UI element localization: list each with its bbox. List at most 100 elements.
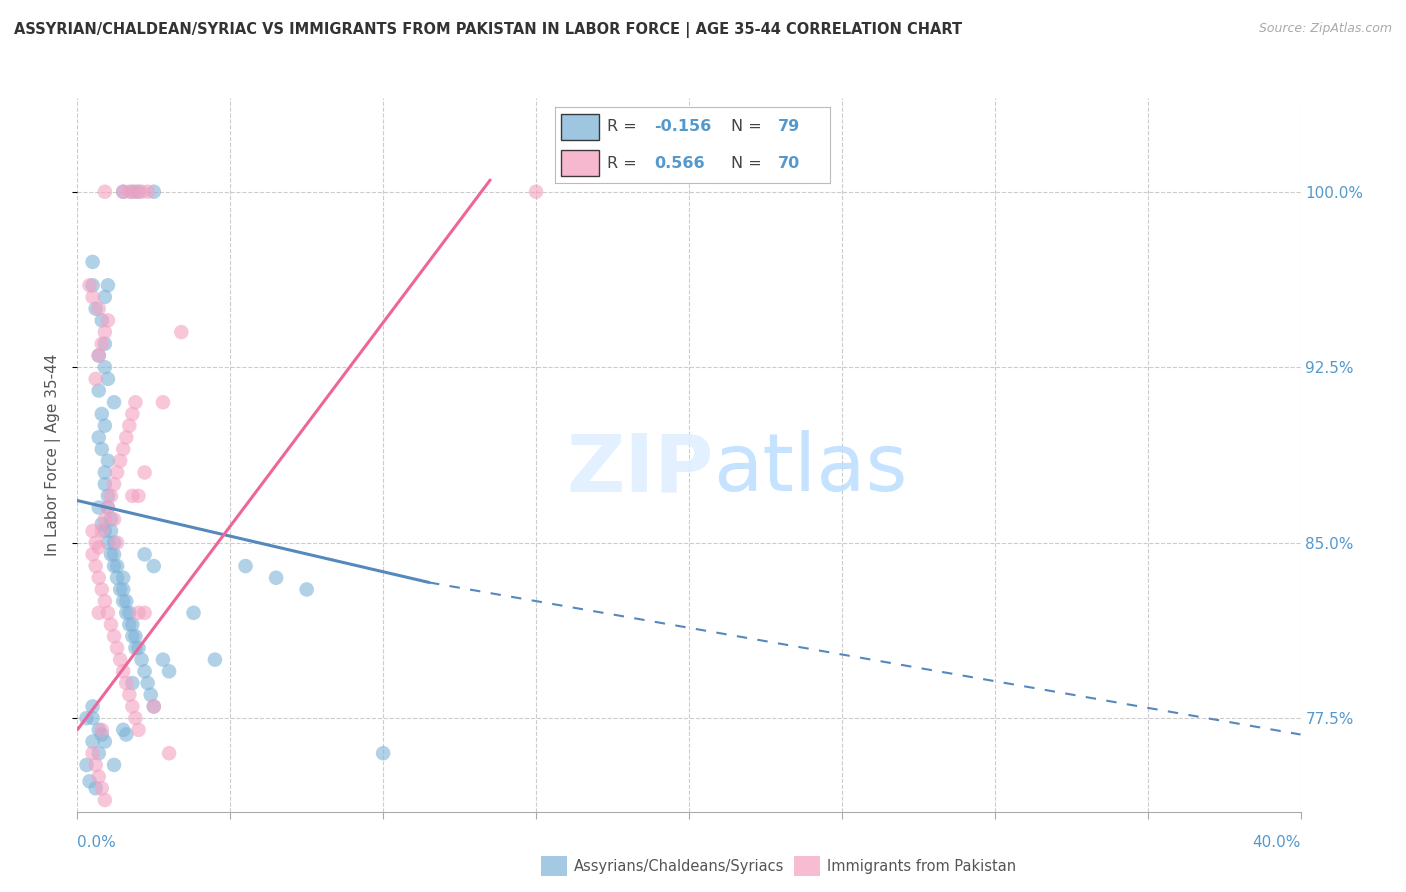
Text: Source: ZipAtlas.com: Source: ZipAtlas.com	[1258, 22, 1392, 36]
Point	[94, 594, 117, 608]
Point	[100, 512, 122, 526]
Point	[87, 746, 110, 760]
Point	[97, 278, 120, 293]
Point	[103, 758, 125, 772]
Point	[124, 640, 146, 655]
Point	[84, 372, 107, 386]
Text: ASSYRIAN/CHALDEAN/SYRIAC VS IMMIGRANTS FROM PAKISTAN IN LABOR FORCE | AGE 35-44 : ASSYRIAN/CHALDEAN/SYRIAC VS IMMIGRANTS F…	[14, 22, 962, 38]
Text: Immigrants from Pakistan: Immigrants from Pakistan	[827, 859, 1017, 873]
Point	[121, 185, 143, 199]
Point	[94, 290, 117, 304]
Point	[118, 688, 141, 702]
Text: atlas: atlas	[713, 430, 908, 508]
Point	[97, 372, 120, 386]
Point	[90, 524, 112, 538]
Point	[94, 360, 117, 375]
Point	[134, 665, 156, 679]
Point	[295, 582, 318, 597]
Point	[112, 723, 135, 737]
Point	[105, 571, 128, 585]
Point	[90, 723, 112, 737]
Point	[90, 313, 112, 327]
Text: 0.566: 0.566	[654, 155, 704, 170]
Point	[103, 547, 125, 561]
Text: N =: N =	[731, 155, 766, 170]
Point	[87, 349, 110, 363]
Point	[87, 571, 110, 585]
Point	[112, 571, 135, 585]
Point	[115, 676, 138, 690]
Text: R =: R =	[607, 155, 643, 170]
Point	[235, 559, 257, 574]
Point	[124, 629, 146, 643]
Point	[118, 185, 141, 199]
Point	[94, 336, 117, 351]
Point	[128, 606, 150, 620]
Point	[87, 349, 110, 363]
Text: 79: 79	[778, 120, 800, 135]
Point	[105, 640, 128, 655]
Point	[84, 828, 107, 842]
Point	[108, 454, 131, 468]
Point	[90, 442, 112, 456]
Point	[82, 290, 104, 304]
Point	[94, 466, 117, 480]
Point	[124, 185, 146, 199]
Point	[76, 711, 98, 725]
Point	[105, 466, 128, 480]
Point	[128, 185, 150, 199]
Point	[87, 606, 110, 620]
Point	[128, 723, 150, 737]
Point	[97, 489, 120, 503]
Point	[94, 477, 117, 491]
Point	[139, 688, 162, 702]
Point	[100, 547, 122, 561]
Point	[128, 489, 150, 503]
Point	[142, 185, 165, 199]
Point	[121, 617, 143, 632]
Point	[87, 541, 110, 555]
Point	[87, 500, 110, 515]
Point	[76, 758, 98, 772]
Point	[87, 770, 110, 784]
Point	[124, 711, 146, 725]
Point	[82, 547, 104, 561]
Point	[204, 653, 226, 667]
Point	[108, 653, 131, 667]
Point	[103, 512, 125, 526]
Point	[90, 516, 112, 531]
Point	[87, 301, 110, 316]
Point	[82, 734, 104, 748]
Point	[90, 582, 112, 597]
Point	[118, 617, 141, 632]
Point	[84, 301, 107, 316]
FancyBboxPatch shape	[561, 150, 599, 176]
Point	[97, 500, 120, 515]
Point	[157, 665, 180, 679]
Point	[97, 313, 120, 327]
Point	[112, 594, 135, 608]
Text: R =: R =	[607, 120, 643, 135]
Point	[128, 640, 150, 655]
Point	[152, 653, 174, 667]
Point	[100, 524, 122, 538]
Point	[94, 185, 117, 199]
Point	[97, 500, 120, 515]
Point	[90, 781, 112, 796]
Point	[103, 395, 125, 409]
Point	[82, 524, 104, 538]
Point	[121, 407, 143, 421]
Point	[124, 395, 146, 409]
Point	[94, 524, 117, 538]
Point	[105, 535, 128, 549]
Point	[84, 559, 107, 574]
Point	[170, 325, 193, 339]
Point	[97, 535, 120, 549]
FancyBboxPatch shape	[561, 114, 599, 140]
Point	[112, 442, 135, 456]
Point	[115, 430, 138, 444]
Point	[105, 559, 128, 574]
Point	[82, 746, 104, 760]
Point	[94, 793, 117, 807]
Point	[115, 594, 138, 608]
